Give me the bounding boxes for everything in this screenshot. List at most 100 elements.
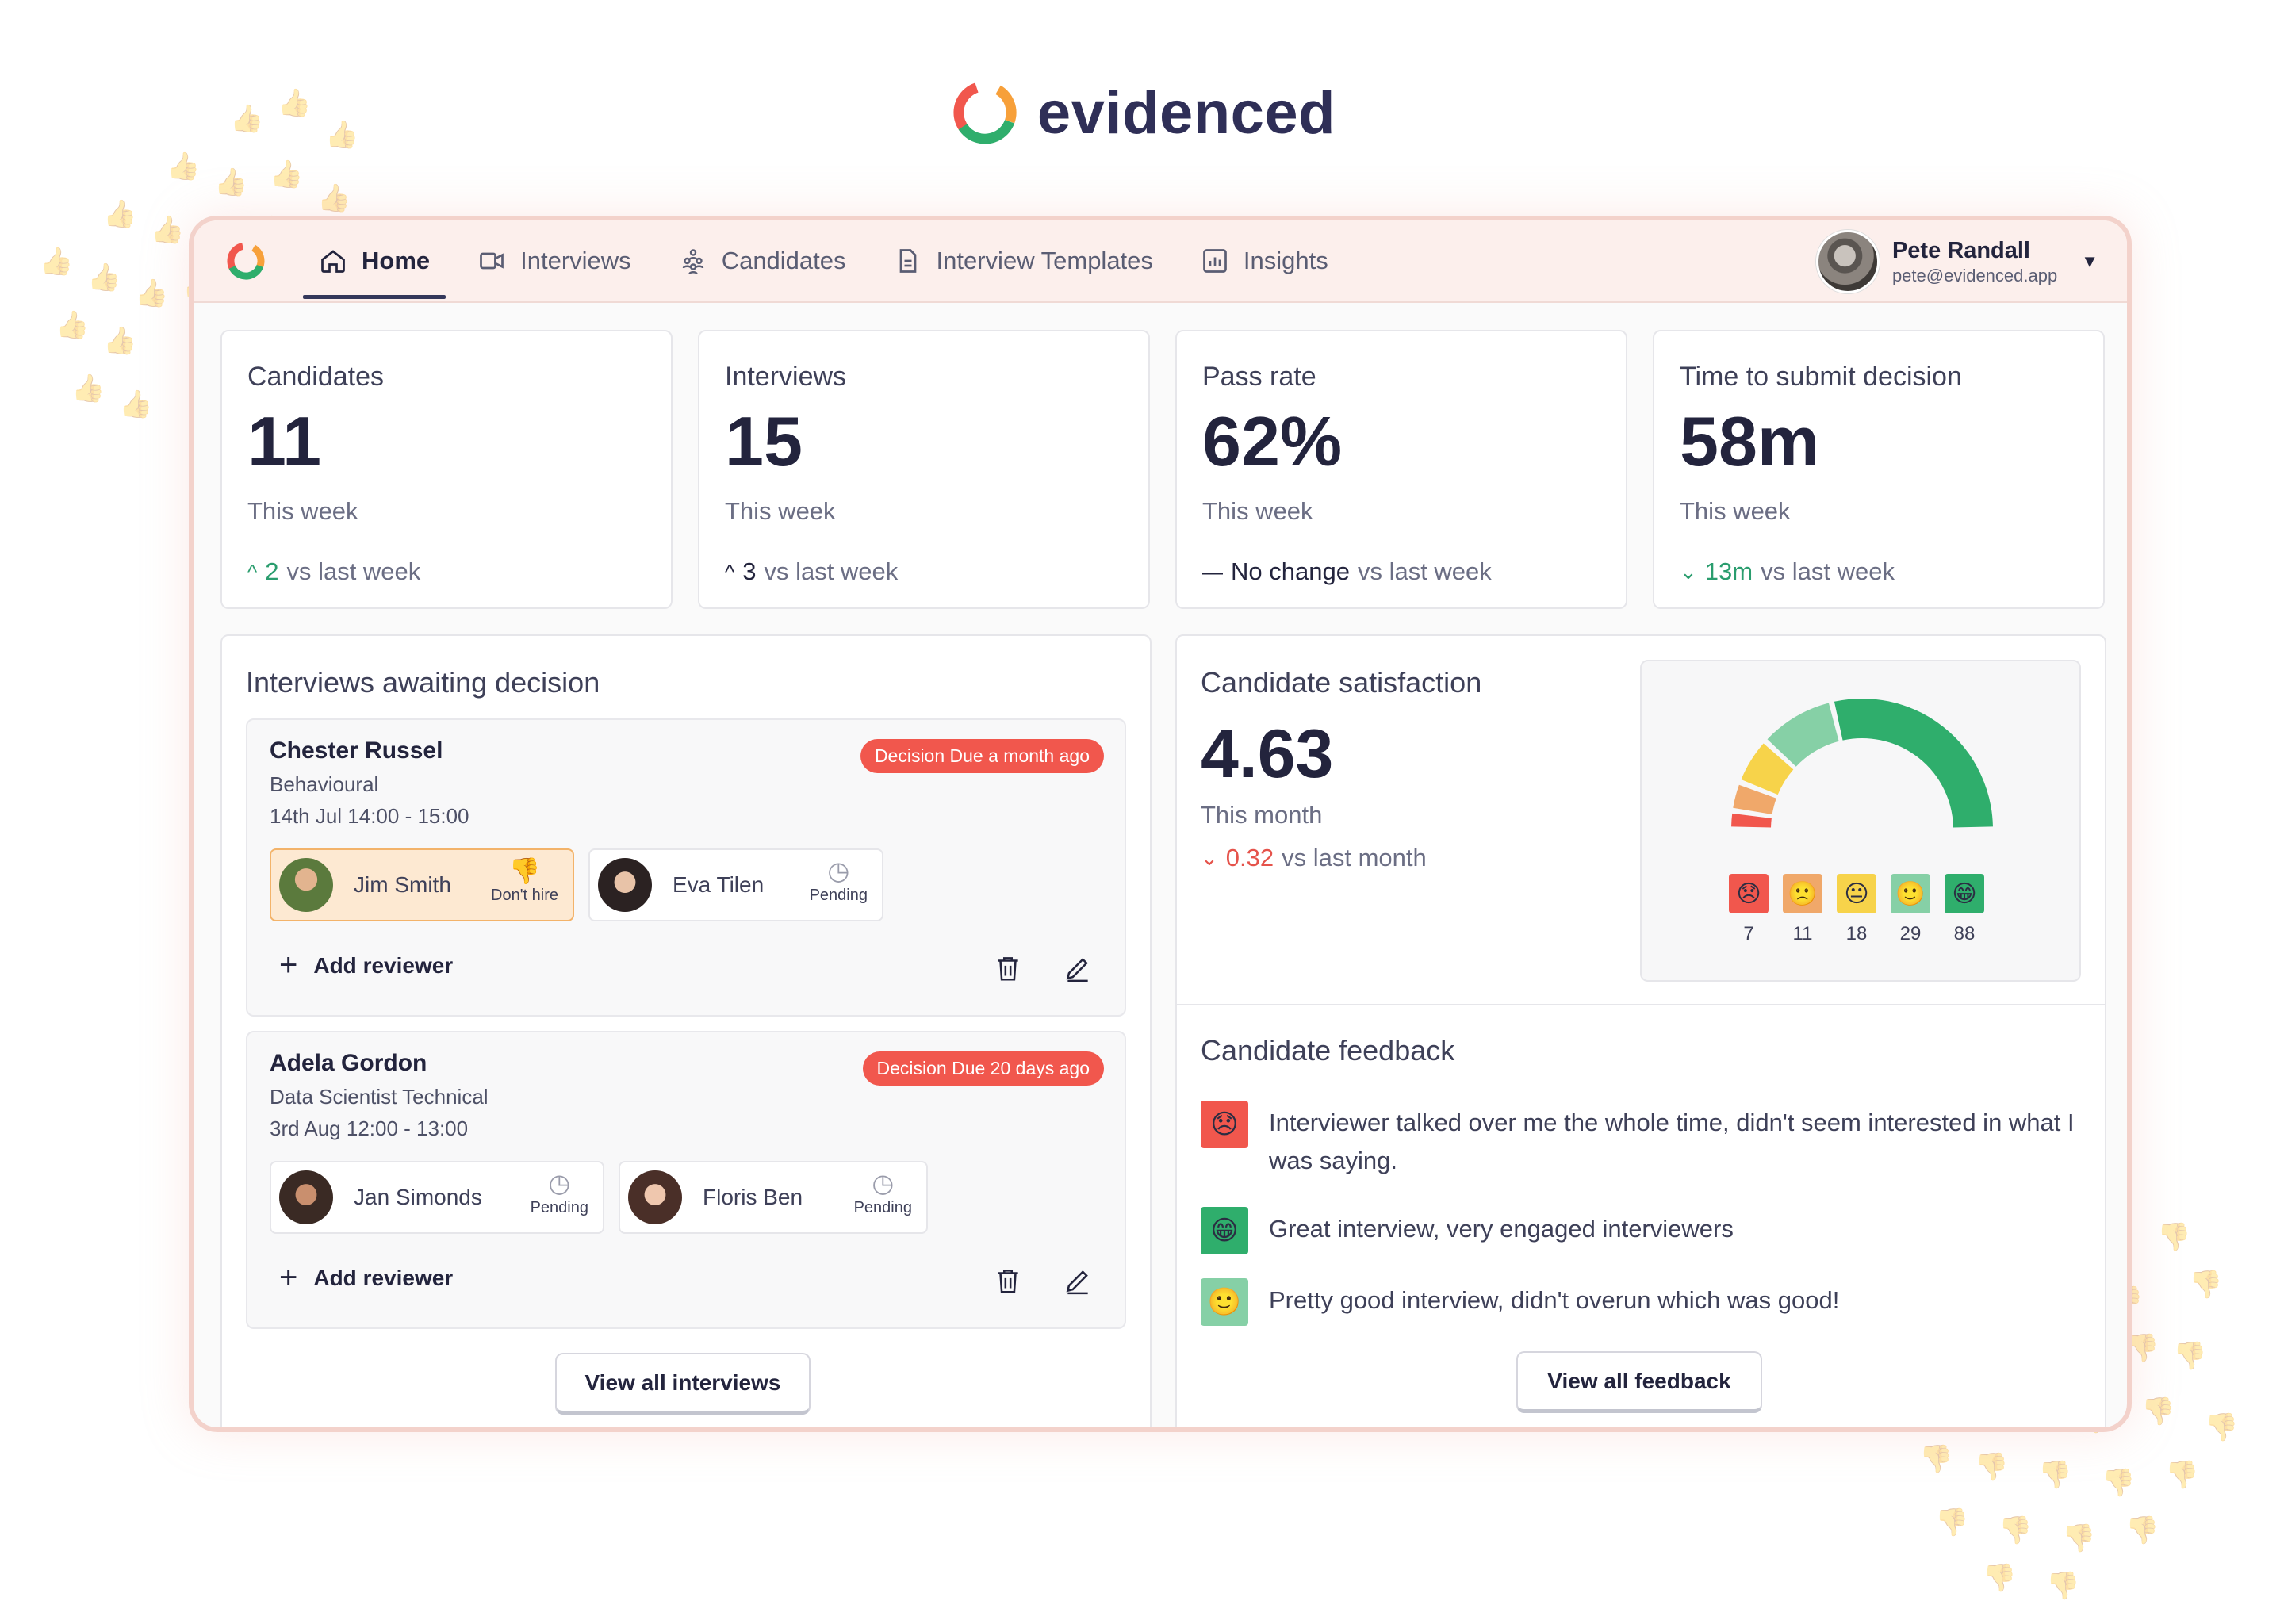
face-very-happy-icon: 😁 xyxy=(1945,874,1984,914)
candidate-feedback-panel: Candidate feedback 😞 Interviewer talked … xyxy=(1175,1004,2106,1427)
stat-label: Candidates xyxy=(247,362,385,392)
edit-icon[interactable] xyxy=(1063,953,1093,983)
reviewer-status: ◷ Pending xyxy=(810,858,868,905)
reviewer-chip[interactable]: Floris Ben ◷ Pending xyxy=(619,1161,928,1234)
score-count: 11 xyxy=(1792,923,1813,944)
nav-item-interview-templates[interactable]: Interview Templates xyxy=(878,220,1169,302)
brand-name: evidenced xyxy=(1037,79,1336,147)
nav-item-label: Home xyxy=(362,247,431,274)
gauge-segment xyxy=(1733,784,1777,815)
interview-card[interactable]: Chester Russel Behavioural 14th Jul 14:0… xyxy=(246,718,1126,1017)
status-text: Don't hire xyxy=(491,887,558,904)
stat-card-pass-rate: Pass rate 62% This week — No change vs l… xyxy=(1175,330,1627,609)
face-very-unhappy-icon: 😞 xyxy=(1201,1101,1248,1148)
face-very-unhappy-icon: 😞 xyxy=(1729,874,1769,914)
avatar xyxy=(598,858,652,912)
reviewer-name: Jim Smith xyxy=(354,872,451,897)
interview-type: Data Scientist Technical xyxy=(270,1085,489,1109)
feedback-item: 🙂 Pretty good interview, didn't overun w… xyxy=(1201,1278,2094,1326)
plus-icon: + xyxy=(279,948,298,982)
trash-icon[interactable] xyxy=(993,953,1023,983)
nav-item-label: Interview Templates xyxy=(936,247,1153,274)
plus-icon: + xyxy=(279,1260,298,1295)
delta-value: 0.32 xyxy=(1225,844,1274,871)
feedback-item: 😞 Interviewer talked over me the whole t… xyxy=(1201,1101,2094,1180)
delta-row: ⌄ 0.32 vs last month xyxy=(1201,844,1427,872)
status-text: Pending xyxy=(853,1199,912,1216)
reviewer-status: 👎 Don't hire xyxy=(491,858,558,905)
avatar xyxy=(628,1170,682,1224)
reviewer-chip[interactable]: Jim Smith 👎 Don't hire xyxy=(270,848,574,921)
add-reviewer-button[interactable]: + Add reviewer xyxy=(279,1260,453,1296)
delta-value: 2 xyxy=(265,557,279,585)
nav-item-label: Insights xyxy=(1243,247,1328,274)
stat-value: 62% xyxy=(1202,402,1343,481)
user-menu[interactable]: Pete Randall pete@evidenced.app ▼ xyxy=(1815,228,2098,295)
status-badge: Decision Due 20 days ago xyxy=(862,1051,1104,1086)
trash-icon[interactable] xyxy=(993,1266,1023,1296)
status-badge: Decision Due a month ago xyxy=(860,739,1104,773)
face-unhappy-icon: 🙁 xyxy=(1783,874,1822,914)
reviewer-chip[interactable]: Jan Simonds ◷ Pending xyxy=(270,1161,604,1234)
nav-item-candidates[interactable]: Candidates xyxy=(663,220,862,302)
view-all-feedback-button[interactable]: View all feedback xyxy=(1516,1351,1762,1413)
satisfaction-score: 4.63 xyxy=(1201,716,1334,792)
delta-value: 13m xyxy=(1704,557,1753,585)
clock-icon: ◷ xyxy=(827,856,850,885)
delta-value: No change xyxy=(1231,557,1350,585)
delta-value: 3 xyxy=(742,557,757,585)
reviewer-chip[interactable]: Eva Tilen ◷ Pending xyxy=(588,848,883,921)
face-neutral-icon: 😐 xyxy=(1837,874,1876,914)
interview-time: 3rd Aug 12:00 - 13:00 xyxy=(270,1116,469,1140)
score-count: 88 xyxy=(1953,923,1976,944)
clock-icon: ◷ xyxy=(548,1169,571,1197)
delta-text: vs last week xyxy=(764,557,899,585)
app-logo-icon[interactable] xyxy=(224,239,268,283)
user-name: Pete Randall xyxy=(1891,237,2030,263)
nav-item-home[interactable]: Home xyxy=(303,220,446,302)
stat-period: This week xyxy=(1680,497,1791,525)
candidate-name[interactable]: Chester Russel xyxy=(270,737,443,764)
gauge-segment xyxy=(1741,743,1794,795)
nav-item-label: Candidates xyxy=(721,247,846,274)
stat-value: 58m xyxy=(1680,402,1820,481)
status-text: Pending xyxy=(530,1199,588,1216)
stat-card-interviews: Interviews 15 This week ^ 3 vs last week xyxy=(698,330,1150,609)
edit-icon[interactable] xyxy=(1063,1266,1093,1296)
reviewer-name: Floris Ben xyxy=(703,1185,803,1209)
chevron-down-icon: ⌄ xyxy=(1680,559,1697,584)
add-reviewer-label: Add reviewer xyxy=(313,952,454,978)
satisfaction-gauge: 😞 7 🙁 11 😐 18 🙂 29 😁 88 xyxy=(1640,660,2081,982)
feedback-item: 😁 Great interview, very engaged intervie… xyxy=(1201,1207,2094,1254)
score-item: 🙂 29 xyxy=(1891,874,1930,945)
score-count: 18 xyxy=(1845,923,1868,944)
nav-item-insights[interactable]: Insights xyxy=(1185,220,1344,302)
brand-header: evidenced xyxy=(0,76,2284,149)
top-navigation: Home Interviews Candidates Interview Tem… xyxy=(194,220,2127,303)
delta-text: vs last month xyxy=(1282,844,1427,871)
chevron-down-icon[interactable]: ▼ xyxy=(2081,251,2098,271)
candidate-name[interactable]: Adela Gordon xyxy=(270,1050,427,1076)
gauge-segment xyxy=(1834,699,1993,829)
add-reviewer-button[interactable]: + Add reviewer xyxy=(279,948,453,983)
stat-delta: ⌄ 13m vs last week xyxy=(1680,557,2078,586)
stat-value: 15 xyxy=(725,402,803,481)
satisfaction-delta: ⌄ 0.32 vs last month xyxy=(1201,844,1427,872)
stat-period: This week xyxy=(725,497,836,525)
app-window: Home Interviews Candidates Interview Tem… xyxy=(189,216,2132,1432)
score-count: 29 xyxy=(1899,923,1922,944)
interview-actions xyxy=(993,953,1093,983)
delta-text: vs last week xyxy=(1357,557,1492,585)
score-breakdown: 😞 7 🙁 11 😐 18 🙂 29 😁 88 xyxy=(1729,874,1984,945)
stat-label: Interviews xyxy=(725,362,847,392)
view-all-interviews-button[interactable]: View all interviews xyxy=(555,1353,811,1415)
interview-actions xyxy=(993,1266,1093,1296)
score-item: 🙁 11 xyxy=(1783,874,1822,945)
nav-item-label: Interviews xyxy=(520,247,631,274)
face-very-happy-icon: 😁 xyxy=(1201,1207,1248,1254)
score-count: 7 xyxy=(1743,923,1754,944)
nav-item-interviews[interactable]: Interviews xyxy=(462,220,647,302)
feedback-text: Great interview, very engaged interviewe… xyxy=(1269,1215,1734,1243)
panel-title: Interviews awaiting decision xyxy=(246,666,600,699)
interview-card[interactable]: Adela Gordon Data Scientist Technical 3r… xyxy=(246,1031,1126,1329)
